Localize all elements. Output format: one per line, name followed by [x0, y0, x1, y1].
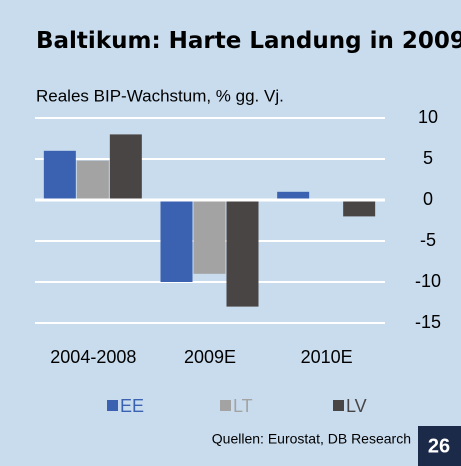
x-tick-label: 2009E [184, 347, 236, 367]
legend-swatch [220, 400, 231, 411]
bar [277, 191, 310, 200]
bar [160, 200, 193, 282]
legend-label: LT [233, 396, 253, 416]
y-tick-label: -15 [415, 312, 441, 332]
y-tick-label: 0 [423, 189, 433, 209]
x-tick-label: 2004-2008 [50, 347, 136, 367]
source: Quellen: Eurostat, DB Research [212, 431, 411, 447]
legend-label: LV [346, 396, 367, 416]
bar [343, 200, 376, 217]
legend-label: EE [120, 396, 144, 416]
bar [109, 134, 142, 200]
legend-swatch [107, 400, 118, 411]
y-tick-label: 5 [423, 148, 433, 168]
bar [43, 150, 76, 200]
bar [193, 200, 226, 274]
page-number: 26 [428, 435, 450, 457]
chart-subtitle: Reales BIP-Wachstum, % gg. Vj. [36, 86, 284, 105]
bar [76, 160, 109, 200]
bar [226, 200, 259, 307]
chart-title: Baltikum: Harte Landung in 2009 & 2010 [36, 28, 461, 54]
y-tick-label: -5 [420, 230, 436, 250]
y-tick-label: -10 [415, 271, 441, 291]
legend-swatch [333, 400, 344, 411]
x-tick-label: 2010E [301, 347, 353, 367]
y-tick-label: 10 [418, 107, 438, 127]
page-number-box [418, 426, 461, 466]
